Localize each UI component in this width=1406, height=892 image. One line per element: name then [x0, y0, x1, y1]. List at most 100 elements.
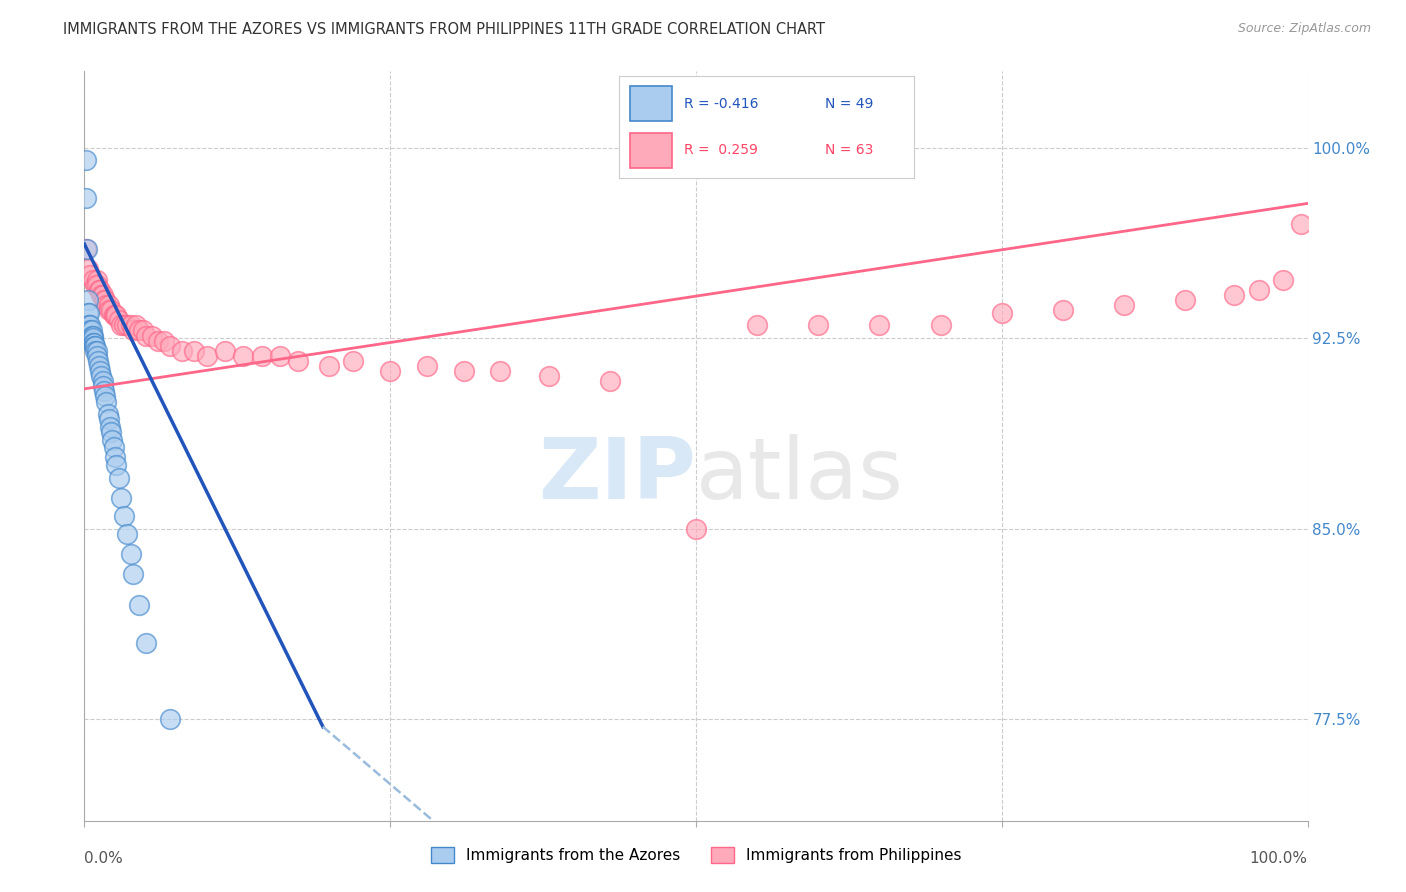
- Text: N = 49: N = 49: [825, 96, 873, 111]
- Point: [77, 306, 100, 320]
- Point: [103, 440, 125, 454]
- Point: [122, 323, 145, 337]
- Point: [101, 433, 124, 447]
- Point: [96, 298, 118, 312]
- Point: [120, 318, 142, 333]
- Point: [82, 336, 104, 351]
- Point: [84, 277, 107, 292]
- Point: [86, 272, 108, 286]
- Point: [141, 328, 163, 343]
- Point: [91, 379, 114, 393]
- Point: [91, 288, 114, 302]
- Point: [77, 262, 100, 277]
- Point: [87, 359, 110, 373]
- Point: [83, 339, 105, 353]
- Point: [79, 331, 101, 345]
- Text: R =  0.259: R = 0.259: [683, 143, 758, 157]
- Point: [112, 508, 135, 523]
- Point: [82, 328, 104, 343]
- Point: [122, 567, 145, 582]
- Point: [105, 458, 128, 472]
- Point: [110, 318, 132, 333]
- Point: [132, 323, 155, 337]
- Text: N = 63: N = 63: [825, 143, 873, 157]
- Point: [75, 153, 97, 168]
- Point: [90, 369, 112, 384]
- Point: [103, 308, 125, 322]
- Text: Source: ZipAtlas.com: Source: ZipAtlas.com: [1237, 22, 1371, 36]
- Point: [107, 471, 129, 485]
- Point: [79, 323, 101, 337]
- Point: [453, 364, 475, 378]
- Point: [159, 712, 181, 726]
- Point: [82, 331, 104, 345]
- Point: [104, 308, 127, 322]
- Point: [135, 328, 157, 343]
- Point: [89, 364, 111, 378]
- Point: [104, 450, 127, 465]
- Text: 0.0%: 0.0%: [84, 851, 124, 866]
- Point: [146, 334, 169, 348]
- Point: [380, 364, 402, 378]
- Point: [128, 323, 150, 337]
- Point: [94, 293, 117, 307]
- Point: [599, 374, 621, 388]
- Point: [77, 306, 100, 320]
- Point: [94, 389, 117, 403]
- Point: [84, 343, 107, 358]
- Text: atlas: atlas: [696, 434, 904, 517]
- Point: [100, 303, 122, 318]
- Point: [747, 318, 769, 333]
- Point: [110, 491, 132, 505]
- Point: [269, 349, 291, 363]
- Point: [1052, 303, 1074, 318]
- Point: [159, 339, 181, 353]
- Point: [991, 306, 1014, 320]
- Point: [107, 313, 129, 327]
- FancyBboxPatch shape: [630, 133, 672, 168]
- Point: [84, 339, 107, 353]
- Point: [318, 359, 340, 373]
- Point: [416, 359, 439, 373]
- Point: [98, 420, 121, 434]
- Point: [97, 412, 120, 426]
- Point: [79, 268, 101, 282]
- Point: [125, 318, 148, 333]
- Text: R = -0.416: R = -0.416: [683, 96, 758, 111]
- Point: [105, 308, 128, 322]
- Point: [93, 293, 115, 307]
- Point: [91, 374, 114, 388]
- Point: [112, 318, 135, 333]
- Point: [100, 425, 122, 439]
- Point: [75, 242, 97, 256]
- Point: [807, 318, 830, 333]
- Point: [869, 318, 891, 333]
- Point: [82, 272, 104, 286]
- Point: [87, 354, 110, 368]
- Point: [1223, 288, 1246, 302]
- Point: [80, 334, 103, 348]
- Point: [90, 288, 112, 302]
- Point: [87, 283, 110, 297]
- Point: [80, 323, 103, 337]
- Point: [120, 547, 142, 561]
- Point: [172, 343, 194, 358]
- Point: [1114, 298, 1136, 312]
- Point: [86, 343, 108, 358]
- Point: [195, 349, 218, 363]
- Text: ZIP: ZIP: [538, 434, 696, 517]
- Point: [183, 343, 205, 358]
- Point: [214, 343, 236, 358]
- Point: [929, 318, 952, 333]
- Point: [115, 526, 138, 541]
- Point: [86, 349, 108, 363]
- Point: [97, 298, 120, 312]
- Point: [287, 354, 309, 368]
- Point: [96, 394, 118, 409]
- FancyBboxPatch shape: [630, 87, 672, 121]
- Point: [80, 328, 103, 343]
- Text: IMMIGRANTS FROM THE AZORES VS IMMIGRANTS FROM PHILIPPINES 11TH GRADE CORRELATION: IMMIGRANTS FROM THE AZORES VS IMMIGRANTS…: [63, 22, 825, 37]
- Point: [538, 369, 561, 384]
- Point: [685, 522, 707, 536]
- Point: [128, 598, 150, 612]
